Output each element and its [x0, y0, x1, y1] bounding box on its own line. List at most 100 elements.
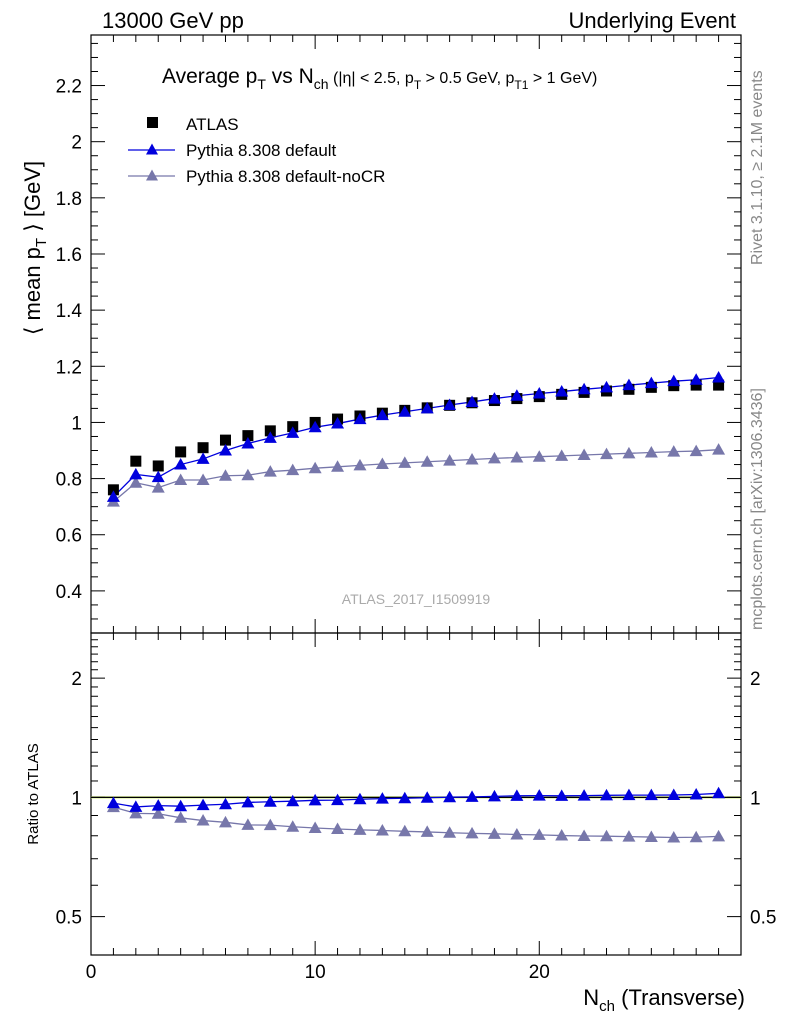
nocr-ratio-point	[398, 824, 412, 837]
pythia-data-point	[487, 392, 501, 404]
main-y-axis-label-sub: T	[33, 238, 50, 247]
pythia-ratio-point	[577, 789, 591, 801]
pythia-data-point	[331, 417, 345, 429]
plot-title-cuts: (|η| < 2.5, p	[329, 70, 414, 87]
nocr-ratio-point	[286, 820, 300, 832]
nocr-ratio-point	[689, 830, 703, 843]
pythia-data-point	[555, 385, 569, 397]
pythia-ratio-point	[218, 797, 232, 810]
main-x-ticks	[90, 35, 720, 633]
nocr-ratio-point	[577, 829, 591, 841]
pythia-ratio-point	[510, 789, 524, 801]
x-tick-label: 10	[305, 962, 326, 983]
atlas-data-point	[175, 446, 187, 458]
nocr-data-point	[241, 468, 255, 481]
nocr-data-point	[263, 465, 277, 477]
plot-title-cut1-rest: > 0.5 GeV, p	[421, 70, 514, 87]
x-axis-label: Nch (Transverse)	[583, 985, 745, 1015]
pythia-ratio-point	[622, 788, 636, 801]
main-y-axis: 0.4 0.6 0.8 1 1.2 1.4 1.6 1.8 2 2.2	[56, 42, 741, 620]
pythia-ratio-point	[263, 795, 277, 807]
nocr-data-point	[308, 461, 322, 474]
legend-marker-nocr	[146, 169, 158, 181]
pythia-data-point	[129, 467, 143, 480]
nocr-data-point	[465, 452, 479, 465]
pythia-ratio-point	[644, 788, 658, 801]
nocr-data-point	[532, 450, 546, 462]
nocr-data-point	[174, 473, 188, 485]
pythia-ratio-point	[196, 798, 210, 811]
nocr-data-point	[196, 473, 210, 485]
atlas-data-point	[219, 434, 231, 446]
nocr-series-line	[112, 449, 719, 503]
legend-label-atlas: ATLAS	[186, 115, 239, 134]
plot-title-main-sub: T	[257, 76, 266, 92]
pythia-ratio-point	[443, 790, 457, 803]
mcplots-label: mcplots.cern.ch [arXiv:1306.3436]	[749, 388, 766, 630]
nocr-ratio-point	[600, 829, 614, 842]
nocr-ratio-point	[644, 830, 658, 843]
pythia-ratio-point	[532, 789, 546, 801]
nocr-data-point	[331, 460, 345, 472]
nocr-ratio-point	[375, 823, 389, 836]
atlas-data-point	[152, 460, 164, 472]
rivet-version-label: Rivet 3.1.10, ≥ 2.1M events	[749, 70, 766, 265]
nocr-data-point	[443, 454, 457, 466]
pythia-data-point	[420, 401, 434, 414]
pythia-ratio-point	[689, 787, 703, 800]
main-y-tick-label: 2.2	[56, 77, 82, 98]
ratio-y-tick-label-right: 2	[750, 669, 761, 690]
plot-title-cut2-rest: > 1 GeV)	[528, 70, 597, 87]
pythia-ratio-line	[113, 792, 719, 808]
nocr-ratio-point	[555, 829, 569, 841]
ratio-y-tick-label-right: 0.5	[750, 908, 776, 929]
legend-marker-atlas	[147, 117, 158, 128]
x-axis-label-pre: N	[583, 985, 599, 1010]
nocr-data-point	[712, 443, 726, 455]
nocr-ratio-point	[331, 822, 345, 835]
ratio-y-tick-label-right: 1	[750, 788, 761, 809]
pythia-data-point	[398, 405, 412, 417]
main-y-tick-label: 2	[71, 133, 82, 154]
pythia-data-point	[600, 380, 614, 393]
nocr-data-point	[577, 448, 591, 461]
ratio-y-tick-label: 1	[71, 788, 82, 809]
main-y-tick-label: 1.2	[56, 357, 82, 378]
nocr-ratio-point	[308, 821, 322, 833]
atlas-data-point	[197, 442, 209, 454]
main-y-tick-label: 1.8	[56, 189, 82, 210]
nocr-ratio-point	[465, 826, 479, 839]
nocr-data-point	[129, 476, 143, 488]
nocr-ratio-point	[129, 806, 143, 819]
pythia-data-point	[174, 458, 188, 470]
pythia-data-point	[241, 436, 255, 449]
nocr-data-point	[375, 457, 389, 469]
pythia-data-point	[532, 387, 546, 399]
ratio-x-axis: 0 10 20	[86, 633, 720, 983]
nocr-ratio-point	[487, 827, 501, 839]
nocr-data-point	[510, 451, 524, 463]
pythia-ratio-point	[600, 788, 614, 801]
main-y-tick-label: 0.4	[56, 582, 83, 603]
nocr-data-point	[398, 456, 412, 468]
nocr-data-point	[555, 449, 569, 461]
pythia-data-point	[712, 371, 726, 383]
atlas-data-point	[130, 455, 142, 467]
pythia-ratio-point	[174, 799, 188, 812]
atlas-data-point	[713, 379, 725, 391]
pythia-data-point	[375, 408, 389, 421]
nocr-ratio-point	[667, 830, 681, 843]
pythia-ratio-point	[241, 795, 255, 808]
main-y-tick-label: 1.4	[56, 301, 83, 322]
pythia-data-point	[510, 389, 524, 401]
pythia-data-point	[308, 420, 322, 433]
header-process-label: Underlying Event	[568, 8, 736, 33]
main-y-tick-label: 1.6	[56, 245, 82, 266]
nocr-ratio-point	[263, 818, 277, 831]
main-y-tick-label: 0.8	[56, 470, 82, 491]
header-energy-label: 13000 GeV pp	[102, 8, 244, 33]
plot-title-main: Average p	[162, 65, 257, 88]
plot-title: Average pT vs Nch (|η| < 2.5, pT > 0.5 G…	[162, 65, 597, 92]
main-y-axis-label-pre: ⟨ mean p	[20, 247, 45, 335]
nocr-ratio-point	[510, 827, 524, 840]
